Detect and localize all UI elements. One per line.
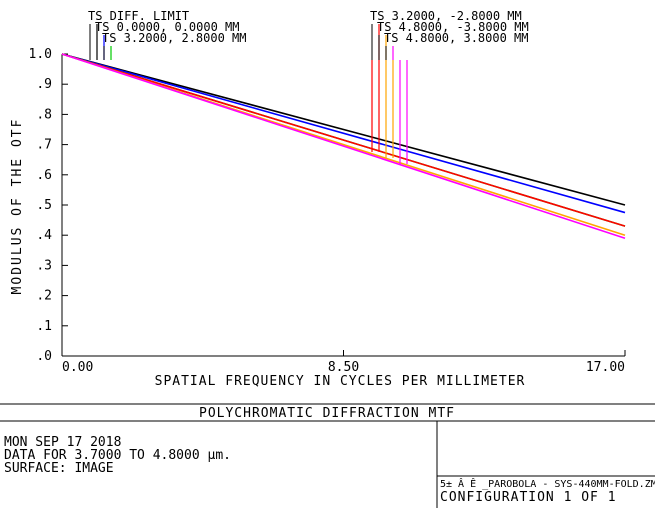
y-tick-label: .3 — [36, 258, 52, 273]
y-tick-label: .7 — [36, 138, 52, 153]
footer-configuration: CONFIGURATION 1 OF 1 — [440, 490, 617, 505]
x-tick-label: 0.00 — [62, 360, 93, 375]
series-line-3 — [61, 53, 626, 227]
y-tick-label: 1.0 — [29, 47, 52, 62]
x-axis-title: SPATIAL FREQUENCY IN CYCLES PER MILLIMET… — [155, 374, 526, 389]
y-tick-label: .8 — [36, 107, 52, 122]
footer-frame — [0, 403, 655, 508]
legend-label-4: TS 4.8000, -3.8000 MM — [377, 20, 529, 34]
legend-label-5: TS 4.8000, 3.8000 MM — [384, 31, 529, 45]
series-line-1 — [61, 53, 626, 214]
y-tick-label: .0 — [36, 349, 52, 364]
series-line-5 — [61, 53, 626, 239]
legend-label-1: TS 0.0000, 0.0000 MM — [95, 20, 240, 34]
x-tick-label: 17.00 — [586, 360, 625, 375]
axis-ticks: .0 .1 .2 .3 .4 .5 .6 .7 .8 .9 1.0 0.00 8.50 17.00 — [29, 47, 626, 375]
x-tick-label: 8.50 — [328, 360, 359, 375]
footer-date: MON SEP 17 2018 — [4, 435, 121, 450]
y-tick-label: .6 — [36, 168, 52, 183]
series-line-0 — [61, 53, 626, 206]
y-tick-label: .5 — [36, 198, 52, 213]
y-tick-label: .9 — [36, 77, 52, 92]
footer-surface: SURFACE: IMAGE — [4, 461, 114, 476]
footer-filename: 5± Â Ê _PAROBOLA - SYS-440MM-FOLD.ZMX — [440, 477, 655, 490]
legend-label-2: TS 3.2000, 2.8000 MM — [102, 31, 247, 45]
y-axis-title: MODULUS OF THE OTF — [10, 118, 25, 295]
y-tick-label: .4 — [36, 228, 52, 243]
footer-title: POLYCHROMATIC DIFFRACTION MTF — [199, 406, 455, 421]
legend-label-0: TS DIFF. LIMIT — [88, 9, 189, 23]
footer-data-range: DATA FOR 3.7000 TO 4.8000 µm. — [4, 448, 231, 463]
y-tick-label: .1 — [36, 319, 52, 334]
axes — [61, 54, 625, 357]
series-group — [61, 53, 626, 239]
legend-label-3: TS 3.2000, -2.8000 MM — [370, 9, 522, 23]
y-tick-label: .2 — [36, 289, 52, 304]
